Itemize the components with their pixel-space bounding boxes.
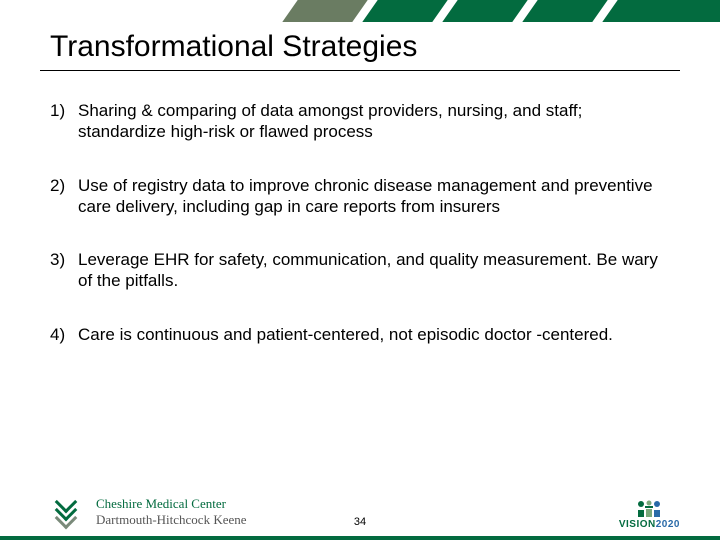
- footer-bar: [0, 536, 720, 540]
- header-stripe: [362, 0, 447, 22]
- content-list: 1)Sharing & comparing of data amongst pr…: [50, 100, 670, 377]
- logo-line1: Cheshire Medical Center: [96, 496, 247, 512]
- vision-icon: [632, 497, 666, 519]
- logo-line2: Dartmouth-Hitchcock Keene: [96, 512, 247, 528]
- logo-text: Cheshire Medical Center Dartmouth-Hitchc…: [96, 496, 247, 528]
- list-text: Leverage EHR for safety, communication, …: [78, 249, 670, 292]
- list-number: 1): [50, 100, 78, 143]
- logo-chevron-icon: [50, 494, 90, 530]
- list-number: 4): [50, 324, 78, 345]
- list-text: Sharing & comparing of data amongst prov…: [78, 100, 670, 143]
- page-number: 34: [354, 516, 366, 528]
- vision-text: VISION2020: [619, 519, 680, 530]
- list-item: 2)Use of registry data to improve chroni…: [50, 175, 670, 218]
- header-stripe: [522, 0, 607, 22]
- list-item: 4)Care is continuous and patient-centere…: [50, 324, 670, 345]
- page-title: Transformational Strategies: [50, 30, 417, 64]
- list-item: 3)Leverage EHR for safety, communication…: [50, 249, 670, 292]
- list-number: 3): [50, 249, 78, 292]
- list-text: Use of registry data to improve chronic …: [78, 175, 670, 218]
- title-underline: [40, 70, 680, 71]
- logo-vision2020: VISION2020: [619, 497, 680, 530]
- footer: Cheshire Medical Center Dartmouth-Hitchc…: [0, 478, 720, 540]
- header-stripe: [282, 0, 367, 22]
- list-number: 2): [50, 175, 78, 218]
- header-stripe: [442, 0, 527, 22]
- header-stripe: [602, 0, 720, 22]
- header-stripes: [290, 0, 720, 22]
- list-text: Care is continuous and patient-centered,…: [78, 324, 670, 345]
- logo-cheshire: Cheshire Medical Center Dartmouth-Hitchc…: [50, 494, 247, 530]
- list-item: 1)Sharing & comparing of data amongst pr…: [50, 100, 670, 143]
